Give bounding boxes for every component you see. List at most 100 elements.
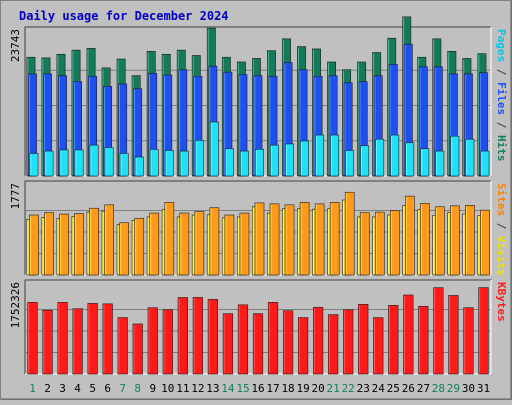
bar-sites-17	[269, 203, 280, 276]
x-tick-label-27: 27	[417, 382, 430, 395]
bar-kbytes-4	[72, 308, 83, 375]
bar-kbytes-9	[147, 307, 158, 375]
bar-kbytes-27	[418, 305, 429, 375]
kbytes-panel-bars	[27, 287, 489, 375]
x-tick-label-2: 2	[44, 382, 51, 395]
bar-pages-20	[315, 134, 324, 177]
bar-pages-26	[405, 142, 415, 177]
kbytes-panel-ymax-label: 1752326	[9, 282, 22, 328]
bar-kbytes-17	[267, 302, 279, 375]
x-tick-label-14: 14	[221, 382, 235, 395]
x-tick-label-24: 24	[372, 382, 386, 395]
bar-pages-7	[119, 153, 129, 177]
bar-pages-16	[254, 148, 264, 177]
bar-sites-15	[239, 212, 250, 276]
bar-sites-4	[74, 213, 84, 276]
bar-sites-24	[374, 211, 385, 276]
bar-pages-31	[480, 150, 490, 177]
bar-kbytes-13	[207, 299, 219, 375]
legend-part-0: Pages	[495, 29, 508, 62]
bar-pages-14	[224, 148, 234, 177]
bar-kbytes-15	[237, 304, 249, 375]
bar-sites-28	[435, 206, 445, 276]
x-tick-label-15: 15	[236, 382, 249, 395]
bar-pages-2	[44, 150, 54, 177]
bar-pages-10	[164, 150, 174, 177]
bar-sites-30	[465, 205, 475, 276]
bar-pages-27	[420, 148, 430, 177]
bar-kbytes-26	[403, 294, 414, 375]
x-tick-label-7: 7	[119, 382, 126, 395]
bar-kbytes-29	[448, 295, 459, 375]
x-tick-label-26: 26	[402, 382, 415, 395]
legend-part-0: Sites	[495, 183, 508, 216]
bar-sites-12	[194, 211, 205, 276]
hits-panel-bars	[26, 16, 490, 177]
bar-pages-21	[330, 134, 340, 177]
bar-kbytes-16	[252, 313, 264, 375]
bar-pages-4	[74, 149, 84, 177]
bar-sites-29	[450, 205, 460, 276]
visits-panel-bars	[26, 191, 490, 276]
x-tick-label-22: 22	[342, 382, 355, 395]
bar-pages-18	[285, 143, 294, 177]
bar-pages-23	[360, 145, 370, 177]
bar-kbytes-3	[57, 302, 68, 375]
x-tick-label-12: 12	[191, 382, 204, 395]
bar-sites-19	[299, 202, 310, 276]
hits-panel: 23743 Pages / Files / Hits	[9, 16, 508, 177]
x-tick-label-13: 13	[206, 382, 219, 395]
x-tick-label-10: 10	[161, 382, 174, 395]
bar-pages-3	[59, 149, 69, 177]
bar-sites-5	[89, 207, 99, 276]
bar-sites-21	[329, 202, 340, 276]
x-tick-label-11: 11	[176, 382, 189, 395]
bar-sites-31	[480, 209, 490, 276]
bar-pages-28	[435, 150, 445, 177]
bar-kbytes-18	[282, 310, 294, 375]
bar-kbytes-22	[343, 309, 354, 375]
bar-pages-30	[465, 138, 475, 177]
x-tick-label-31: 31	[477, 382, 490, 395]
bar-pages-19	[300, 140, 309, 177]
x-tick-label-28: 28	[432, 382, 445, 395]
legend-part-0: KBytes	[495, 282, 508, 322]
x-tick-label-4: 4	[74, 382, 81, 395]
bar-sites-2	[44, 212, 54, 276]
legend-part-3: /	[495, 115, 508, 135]
hits-panel-series-legend: Pages / Files / Hits	[495, 29, 508, 162]
kbytes-panel-series-legend: KBytes	[495, 282, 508, 322]
bar-sites-14	[224, 214, 235, 276]
bar-kbytes-10	[162, 309, 173, 375]
bar-sites-25	[389, 210, 400, 276]
x-tick-label-21: 21	[327, 382, 340, 395]
chart-panels: 23743 Pages / Files / Hits 1777 Sites / Vis…	[9, 16, 508, 375]
legend-part-1: /	[495, 62, 508, 82]
visits-panel-ymax-label: 1777	[9, 183, 22, 210]
bar-pages-22	[345, 150, 355, 177]
x-tick-label-29: 29	[447, 382, 460, 395]
bar-sites-1	[29, 214, 39, 276]
x-tick-label-17: 17	[266, 382, 279, 395]
x-tick-labels: 1 2 3 4 5 6 7 8 9 10 11 12 13 14 15 16 17 18 19 20 21 22 23 24 2…	[29, 382, 490, 395]
bar-kbytes-14	[222, 313, 234, 375]
bar-sites-10	[164, 202, 175, 276]
bar-sites-13	[209, 207, 220, 276]
x-tick-label-19: 19	[296, 382, 309, 395]
visits-panel-series-legend: Sites / Visits	[495, 183, 508, 276]
bar-sites-3	[59, 213, 69, 276]
hits-panel-ymax-label: 23743	[9, 29, 22, 62]
legend-part-4: Hits	[495, 135, 508, 162]
bar-sites-7	[119, 222, 130, 276]
bar-kbytes-19	[297, 317, 309, 375]
bar-kbytes-8	[132, 323, 143, 375]
bar-kbytes-31	[478, 287, 489, 375]
bar-sites-9	[149, 212, 160, 276]
bar-pages-17	[270, 144, 279, 177]
x-tick-label-6: 6	[104, 382, 111, 395]
bar-sites-8	[134, 218, 145, 276]
bar-kbytes-28	[433, 287, 444, 375]
bar-pages-5	[89, 144, 99, 177]
bar-pages-8	[134, 156, 144, 177]
